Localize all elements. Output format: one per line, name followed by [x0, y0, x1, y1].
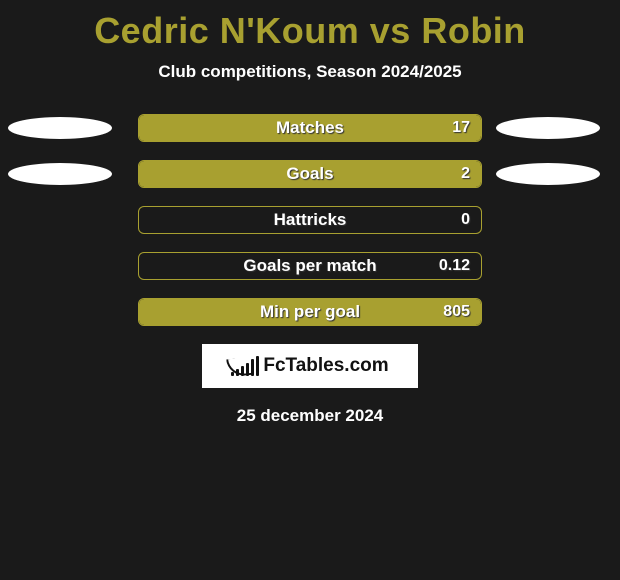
- right-player-ellipse: [496, 163, 600, 185]
- stat-bar-fill: [139, 299, 481, 325]
- stat-bar-fill: [139, 161, 481, 187]
- stat-row: Min per goal805: [0, 298, 620, 326]
- logo-text: FcTables.com: [263, 355, 388, 377]
- stat-bar-track: [138, 114, 482, 142]
- stat-row: Goals2: [0, 160, 620, 188]
- stat-row: Matches17: [0, 114, 620, 142]
- logo-bars-icon: [231, 356, 259, 376]
- logo-bar-icon: [231, 372, 234, 376]
- logo-bar-icon: [236, 369, 239, 376]
- stat-bar-track: [138, 206, 482, 234]
- stats-chart: Matches17 Goals2 Hattricks0 Goals per match…: [0, 114, 620, 326]
- stat-row: Hattricks0: [0, 206, 620, 234]
- left-player-ellipse: [8, 163, 112, 185]
- comparison-subtitle: Club competitions, Season 2024/2025: [0, 62, 620, 82]
- footer-date: 25 december 2024: [0, 406, 620, 426]
- fctables-logo: FcTables.com: [202, 344, 418, 388]
- stat-bar-track: [138, 160, 482, 188]
- stat-bar-track: [138, 298, 482, 326]
- logo-bar-icon: [251, 359, 254, 376]
- logo-inner: FcTables.com: [231, 355, 388, 377]
- logo-bar-icon: [246, 363, 249, 376]
- comparison-title: Cedric N'Koum vs Robin: [0, 0, 620, 52]
- stat-bar-fill: [139, 115, 481, 141]
- right-player-ellipse: [496, 117, 600, 139]
- logo-bar-icon: [256, 356, 259, 376]
- stat-bar-track: [138, 252, 482, 280]
- left-player-ellipse: [8, 117, 112, 139]
- logo-bar-icon: [241, 366, 244, 376]
- stat-row: Goals per match0.12: [0, 252, 620, 280]
